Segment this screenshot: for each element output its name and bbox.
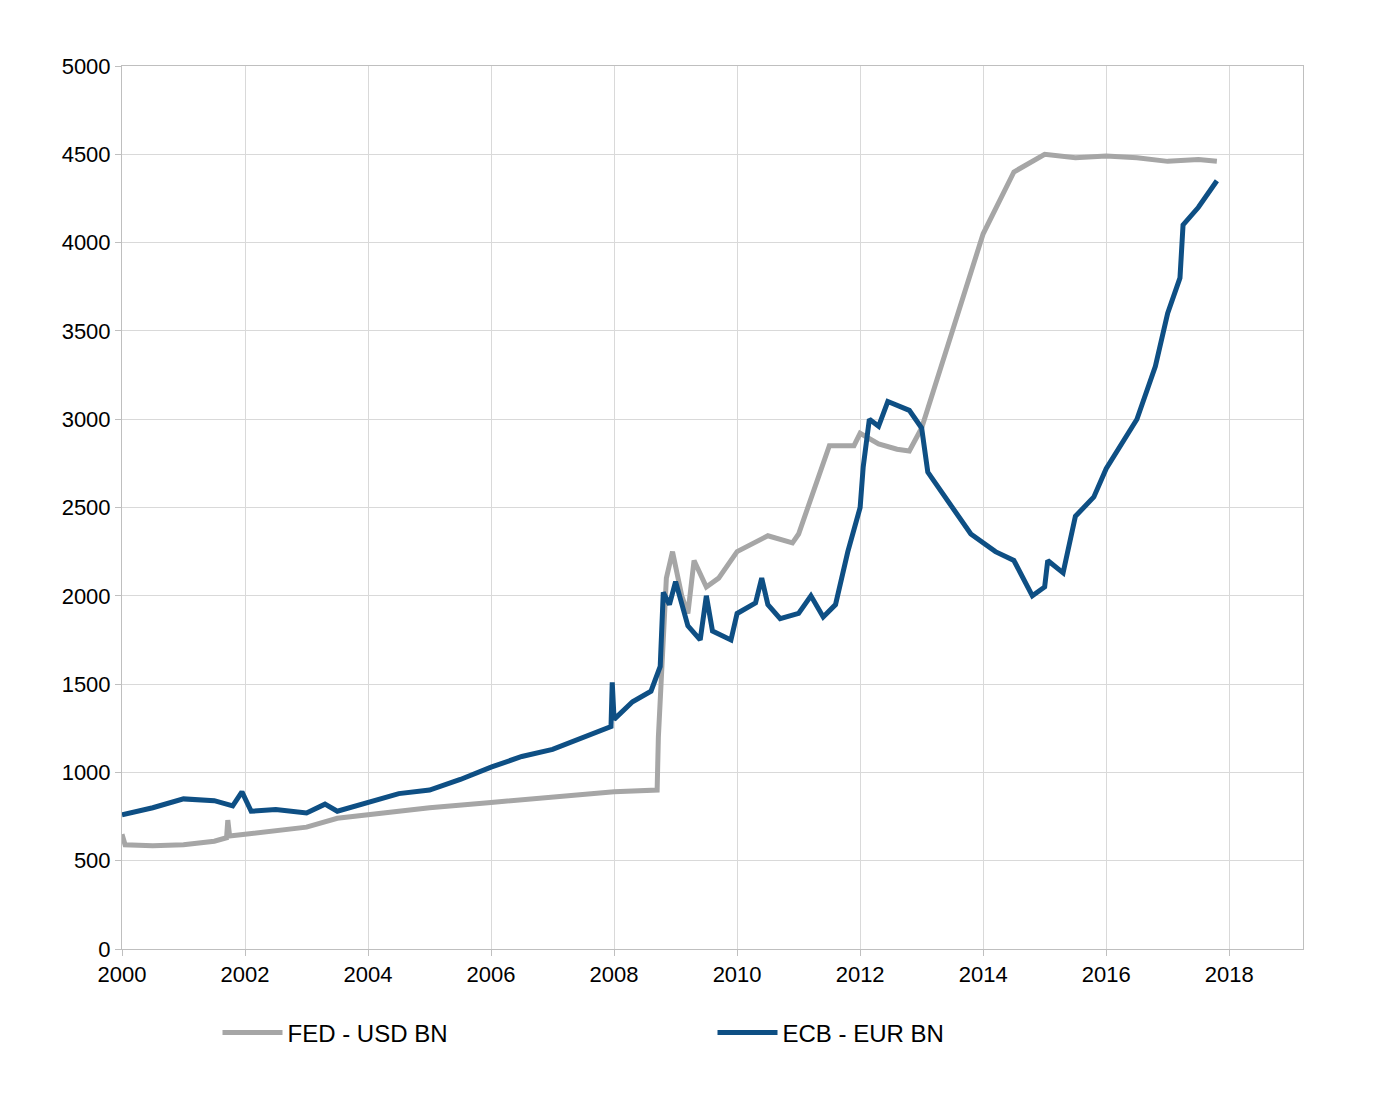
svg-text:3000: 3000	[62, 407, 111, 432]
svg-text:2500: 2500	[62, 495, 111, 520]
svg-text:5000: 5000	[62, 54, 111, 79]
svg-text:4000: 4000	[62, 230, 111, 255]
svg-text:1500: 1500	[62, 672, 111, 697]
svg-text:3500: 3500	[62, 319, 111, 344]
svg-text:2008: 2008	[590, 962, 639, 987]
svg-text:2006: 2006	[467, 962, 516, 987]
svg-text:2010: 2010	[713, 962, 762, 987]
svg-text:0: 0	[98, 937, 110, 962]
svg-text:2000: 2000	[62, 584, 111, 609]
svg-text:2016: 2016	[1082, 962, 1131, 987]
svg-text:ECB - EUR BN: ECB - EUR BN	[783, 1020, 944, 1047]
svg-text:FED - USD BN: FED - USD BN	[288, 1020, 448, 1047]
svg-text:1000: 1000	[62, 760, 111, 785]
svg-text:4500: 4500	[62, 142, 111, 167]
svg-text:2014: 2014	[959, 962, 1008, 987]
svg-text:2018: 2018	[1205, 962, 1254, 987]
svg-text:2002: 2002	[221, 962, 270, 987]
svg-text:500: 500	[74, 848, 111, 873]
svg-text:2012: 2012	[836, 962, 885, 987]
svg-text:2004: 2004	[344, 962, 393, 987]
svg-text:2000: 2000	[98, 962, 147, 987]
